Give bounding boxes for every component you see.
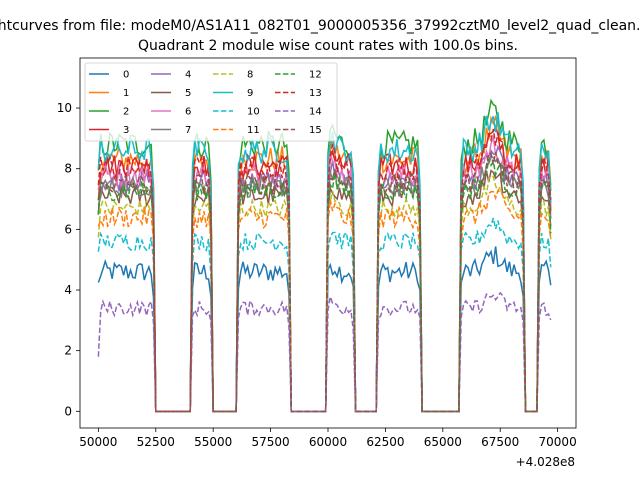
- x-tick-label: 70000: [539, 435, 577, 449]
- series-layer: [97, 98, 552, 413]
- legend-label-8: 8: [247, 70, 253, 81]
- y-axis: 0 2 4 6 8 10: [57, 101, 80, 418]
- legend-label-5: 5: [185, 88, 191, 99]
- x-tick-label: 55000: [194, 435, 232, 449]
- x-tick-label: 52500: [137, 435, 175, 449]
- series-line-15: [97, 151, 552, 413]
- legend-label-1: 1: [123, 88, 129, 99]
- x-tick-label: 57500: [251, 435, 289, 449]
- x-axis-offset-label: +4.028e8: [516, 455, 575, 469]
- legend-label-4: 4: [185, 70, 191, 81]
- y-tick-label: 10: [57, 101, 72, 115]
- y-tick-label: 0: [64, 404, 72, 418]
- x-tick-label: 67500: [481, 435, 519, 449]
- x-tick-label: 50000: [79, 435, 117, 449]
- y-tick-label: 8: [64, 162, 72, 176]
- y-tick-label: 4: [64, 283, 72, 297]
- legend-label-11: 11: [247, 125, 260, 136]
- legend-label-2: 2: [123, 107, 129, 118]
- legend-label-14: 14: [309, 107, 322, 118]
- x-tick-label: 65000: [424, 435, 462, 449]
- legend-label-9: 9: [247, 88, 253, 99]
- x-tick-label: 62500: [366, 435, 404, 449]
- y-tick-label: 2: [64, 344, 72, 358]
- legend-label-0: 0: [123, 70, 129, 81]
- legend-box: [84, 62, 338, 142]
- legend-label-3: 3: [123, 125, 129, 136]
- x-tick-label: 60000: [309, 435, 347, 449]
- legend-label-13: 13: [309, 88, 322, 99]
- legend-label-7: 7: [185, 125, 191, 136]
- figure-suptitle: Lightcurves from file: modeM0/AS1A11_082…: [0, 18, 640, 34]
- legend-label-15: 15: [309, 125, 322, 136]
- y-tick-label: 6: [64, 222, 72, 236]
- legend-label-6: 6: [185, 107, 191, 118]
- x-axis: 50000 52500 55000 57500 60000 62500 65000 67500…: [79, 428, 577, 449]
- legend-label-12: 12: [309, 70, 322, 81]
- chart-title: Quadrant 2 module wise count rates with …: [138, 38, 518, 54]
- legend-label-10: 10: [247, 107, 260, 118]
